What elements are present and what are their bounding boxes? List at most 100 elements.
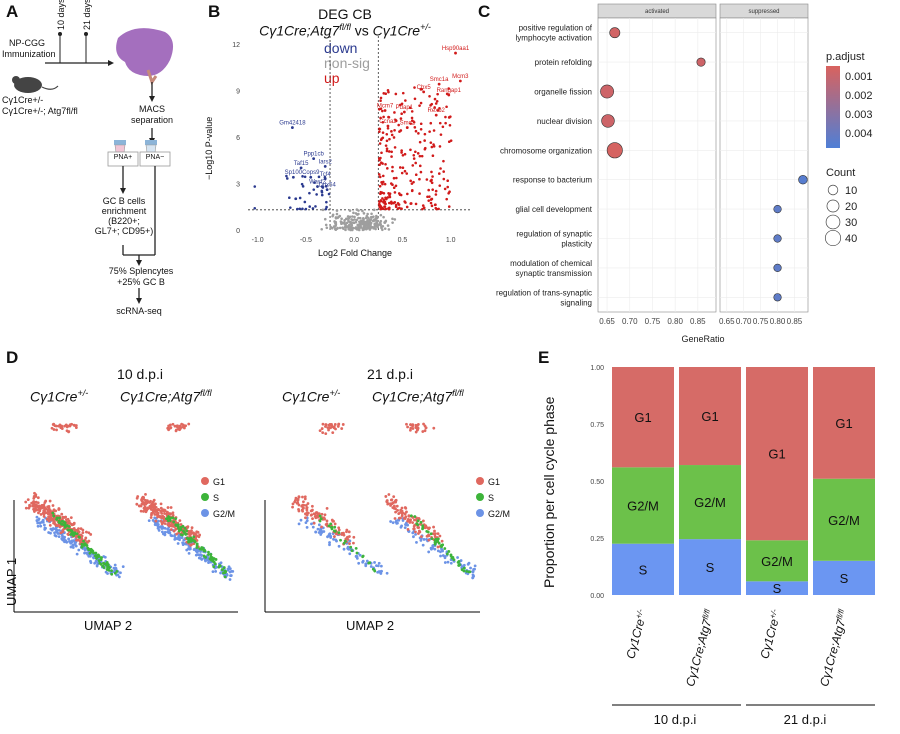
count-legend-label: 30 bbox=[845, 217, 857, 229]
umap-cell bbox=[369, 565, 373, 568]
umap-cell bbox=[177, 537, 180, 540]
volcano-point bbox=[434, 189, 438, 193]
dotplot-xtick: 0.85 bbox=[787, 317, 803, 326]
panel-c-label: C bbox=[478, 2, 491, 21]
umap-cell bbox=[231, 569, 235, 573]
umap-cell bbox=[67, 525, 71, 528]
umap-cell bbox=[149, 516, 153, 519]
umap-legend-g1-10: G1 bbox=[213, 477, 226, 487]
volcano-point bbox=[412, 157, 416, 160]
facet-panel bbox=[719, 17, 809, 313]
volcano-point bbox=[387, 207, 391, 211]
group-label-21: 21 d.p.i bbox=[783, 712, 827, 727]
umap-cell bbox=[342, 547, 346, 551]
umap-cell bbox=[419, 520, 423, 524]
umap-cell bbox=[433, 535, 437, 539]
umap-cell bbox=[52, 514, 56, 518]
facet-label: suppressed bbox=[748, 9, 779, 15]
umap-cell bbox=[337, 526, 341, 530]
umap-cell bbox=[72, 521, 76, 525]
umap-cell bbox=[211, 570, 215, 573]
volcano-point bbox=[379, 99, 382, 102]
umap-cell bbox=[318, 514, 322, 518]
umap-cell bbox=[228, 567, 232, 571]
umap-cell bbox=[74, 426, 78, 430]
volcano-labeled-point bbox=[437, 82, 441, 86]
umap-cell bbox=[139, 509, 143, 513]
umap-cell bbox=[440, 539, 444, 543]
umap-cell bbox=[318, 519, 322, 523]
volcano-point bbox=[348, 220, 351, 224]
dotplot-xtick: 0.65 bbox=[599, 317, 615, 326]
umap-cell bbox=[141, 500, 144, 504]
umap-cell bbox=[152, 510, 155, 514]
umap-cell bbox=[152, 498, 156, 502]
umap-cell bbox=[44, 499, 48, 503]
umap-legend-s-21: S bbox=[488, 493, 495, 503]
umap-cell bbox=[92, 556, 96, 560]
umap-cell bbox=[306, 502, 310, 505]
volcano-point bbox=[353, 215, 356, 219]
umap-cell bbox=[87, 531, 91, 535]
volcano-point bbox=[356, 223, 360, 227]
volcano-point bbox=[391, 169, 394, 173]
padj-legend-tick: 0.004 bbox=[845, 128, 873, 140]
volcano-point bbox=[403, 152, 407, 156]
umap-cell bbox=[414, 530, 417, 534]
umap-cell bbox=[153, 512, 157, 516]
volcano-point bbox=[330, 226, 334, 230]
umap-cell bbox=[35, 515, 39, 519]
volcano-point bbox=[428, 195, 431, 198]
umap-cell bbox=[303, 495, 307, 499]
umap-cell bbox=[60, 512, 64, 516]
umap-cell bbox=[59, 531, 63, 535]
padj-legend-tick: 0.002 bbox=[845, 90, 873, 102]
volcano-point bbox=[419, 122, 423, 126]
volcano-point bbox=[404, 99, 407, 102]
umap-cell bbox=[414, 425, 418, 429]
umap-cell bbox=[365, 559, 369, 563]
volcano-point bbox=[365, 214, 369, 218]
bar-segment-label: G2/M bbox=[694, 495, 726, 510]
umap-cell bbox=[361, 554, 365, 558]
umap-cell bbox=[167, 531, 171, 535]
umap-cell bbox=[421, 543, 425, 547]
volcano-point bbox=[362, 225, 366, 228]
volcano-gene-label: Sp100 bbox=[285, 170, 303, 176]
umap-cell bbox=[169, 506, 173, 509]
volcano-labeled-point bbox=[291, 175, 295, 179]
volcano-gene-label: Iars2 bbox=[319, 159, 333, 165]
padj-colorbar bbox=[826, 66, 840, 148]
volcano-point bbox=[399, 193, 403, 197]
umap-cell bbox=[228, 578, 232, 581]
umap-cell bbox=[97, 555, 101, 558]
volcano-point bbox=[417, 132, 420, 135]
volcano-point bbox=[387, 201, 391, 205]
volcano-gene-label: Mcm3 bbox=[452, 74, 469, 80]
umap-cell bbox=[80, 534, 84, 538]
volcano-point bbox=[373, 222, 376, 226]
volcano-point bbox=[441, 125, 445, 129]
volcano-point bbox=[356, 227, 360, 230]
umap-cell bbox=[400, 506, 404, 510]
volcano-point bbox=[383, 205, 386, 208]
bar-segment-s bbox=[813, 560, 875, 595]
volcano-point bbox=[438, 121, 442, 125]
volcano-point bbox=[253, 206, 257, 210]
umap-cell bbox=[440, 543, 443, 547]
umap-cell bbox=[436, 545, 440, 549]
umap-cell bbox=[146, 506, 149, 510]
umap-plots bbox=[13, 422, 484, 613]
umap-cell bbox=[406, 528, 410, 531]
volcano-labeled-point bbox=[312, 157, 316, 161]
umap-cell bbox=[110, 572, 114, 576]
volcano-point bbox=[348, 215, 352, 219]
volcano-point bbox=[351, 221, 355, 224]
umap-cell bbox=[212, 565, 216, 569]
volcano-gene-label: Wasf2 bbox=[309, 180, 326, 186]
umap-cell bbox=[304, 512, 307, 516]
umap-cell bbox=[42, 503, 46, 507]
umap-cell bbox=[89, 550, 93, 554]
volcano-point bbox=[392, 136, 396, 139]
